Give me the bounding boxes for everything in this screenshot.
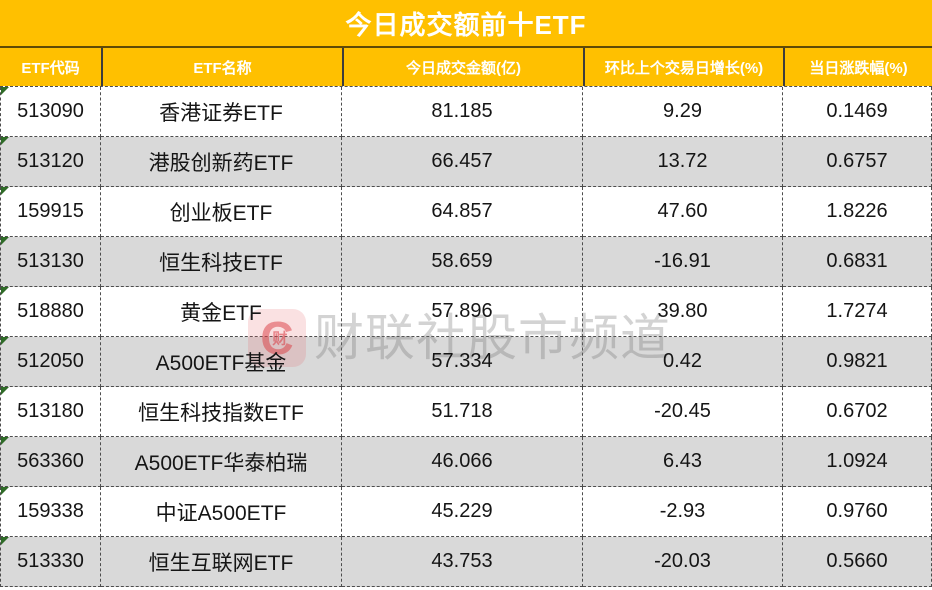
header-etf-name: ETF名称 — [101, 48, 342, 86]
turnover-cell: 66.457 — [342, 137, 583, 187]
etf-name-cell: 黄金ETF — [101, 287, 342, 337]
daily-pct-cell: 0.6831 — [783, 237, 932, 287]
excel-text-flag-triangle-icon — [1, 437, 9, 445]
daily-pct-cell: 0.9760 — [783, 487, 932, 537]
turnover-cell: 46.066 — [342, 437, 583, 487]
excel-text-flag-triangle-icon — [1, 537, 9, 545]
daily-pct-cell: 1.8226 — [783, 187, 932, 237]
etf-code-cell: 563360 — [0, 437, 101, 487]
daily-pct-cell: 0.5660 — [783, 537, 932, 587]
header-turnover: 今日成交金额(亿) — [342, 48, 583, 86]
change-vs-prev-cell: 9.29 — [583, 87, 783, 137]
etf-code-cell: 513180 — [0, 387, 101, 437]
excel-text-flag-triangle-icon — [1, 237, 9, 245]
daily-pct-cell: 0.6757 — [783, 137, 932, 187]
excel-text-flag-triangle-icon — [1, 137, 9, 145]
change-vs-prev-cell: 13.72 — [583, 137, 783, 187]
turnover-cell: 57.334 — [342, 337, 583, 387]
turnover-cell: 64.857 — [342, 187, 583, 237]
header-daily-pct: 当日涨跌幅(%) — [783, 48, 932, 86]
table-header-row: ETF代码 ETF名称 今日成交金额(亿) 环比上个交易日增长(%) 当日涨跌幅… — [0, 48, 932, 86]
daily-pct-cell: 0.6702 — [783, 387, 932, 437]
table-row: 513180 恒生科技指数ETF 51.718 -20.45 0.6702 — [0, 387, 932, 437]
header-etf-code: ETF代码 — [21, 59, 80, 77]
table-row: 513120 港股创新药ETF 66.457 13.72 0.6757 — [0, 137, 932, 187]
excel-text-flag-triangle-icon — [1, 187, 9, 195]
daily-pct-cell: 0.1469 — [783, 87, 932, 137]
table-row: 518880 黄金ETF 57.896 39.80 1.7274 — [0, 287, 932, 337]
table-row: 512050 A500ETF基金 57.334 0.42 0.9821 — [0, 337, 932, 387]
etf-name-cell: 恒生科技指数ETF — [101, 387, 342, 437]
etf-code-cell: 159915 — [0, 187, 101, 237]
etf-name-cell: 港股创新药ETF — [101, 137, 342, 187]
etf-name-cell: A500ETF基金 — [101, 337, 342, 387]
table-row: 513330 恒生互联网ETF 43.753 -20.03 0.5660 — [0, 537, 932, 587]
turnover-cell: 58.659 — [342, 237, 583, 287]
change-vs-prev-cell: 39.80 — [583, 287, 783, 337]
etf-name-cell: 恒生互联网ETF — [101, 537, 342, 587]
change-vs-prev-cell: -16.91 — [583, 237, 783, 287]
etf-code-cell: 518880 — [0, 287, 101, 337]
turnover-cell: 51.718 — [342, 387, 583, 437]
turnover-cell: 43.753 — [342, 537, 583, 587]
table-row: 159915 创业板ETF 64.857 47.60 1.8226 — [0, 187, 932, 237]
change-vs-prev-cell: 47.60 — [583, 187, 783, 237]
change-vs-prev-cell: 6.43 — [583, 437, 783, 487]
header-change-vs-prev: 环比上个交易日增长(%) — [583, 48, 783, 86]
etf-code-cell: 159338 — [0, 487, 101, 537]
table-row: 513130 恒生科技ETF 58.659 -16.91 0.6831 — [0, 237, 932, 287]
turnover-cell: 81.185 — [342, 87, 583, 137]
turnover-cell: 45.229 — [342, 487, 583, 537]
etf-name-cell: 创业板ETF — [101, 187, 342, 237]
change-vs-prev-cell: -20.45 — [583, 387, 783, 437]
excel-text-flag-triangle-icon — [1, 387, 9, 395]
table-title: 今日成交额前十ETF — [0, 0, 932, 48]
table-row: 563360 A500ETF华泰柏瑞 46.066 6.43 1.0924 — [0, 437, 932, 487]
change-vs-prev-cell: 0.42 — [583, 337, 783, 387]
table-row: 513090 香港证券ETF 81.185 9.29 0.1469 — [0, 87, 932, 137]
etf-name-cell: A500ETF华泰柏瑞 — [101, 437, 342, 487]
daily-pct-cell: 0.9821 — [783, 337, 932, 387]
daily-pct-cell: 1.0924 — [783, 437, 932, 487]
etf-name-cell: 恒生科技ETF — [101, 237, 342, 287]
table-body: 513090 香港证券ETF 81.185 9.29 0.1469 513120… — [0, 86, 932, 587]
etf-code-cell: 512050 — [0, 337, 101, 387]
etf-code-cell: 513330 — [0, 537, 101, 587]
change-vs-prev-cell: -20.03 — [583, 537, 783, 587]
etf-code-cell: 513130 — [0, 237, 101, 287]
turnover-cell: 57.896 — [342, 287, 583, 337]
etf-code-cell: 513120 — [0, 137, 101, 187]
daily-pct-cell: 1.7274 — [783, 287, 932, 337]
table-row: 159338 中证A500ETF 45.229 -2.93 0.9760 — [0, 487, 932, 537]
change-vs-prev-cell: -2.93 — [583, 487, 783, 537]
excel-text-flag-triangle-icon — [1, 487, 9, 495]
excel-text-flag-triangle-icon — [1, 337, 9, 345]
excel-text-flag-triangle-icon — [1, 287, 9, 295]
etf-name-cell: 中证A500ETF — [101, 487, 342, 537]
excel-text-flag-triangle-icon — [1, 87, 9, 95]
etf-code-cell: 513090 — [0, 87, 101, 137]
etf-name-cell: 香港证券ETF — [101, 87, 342, 137]
